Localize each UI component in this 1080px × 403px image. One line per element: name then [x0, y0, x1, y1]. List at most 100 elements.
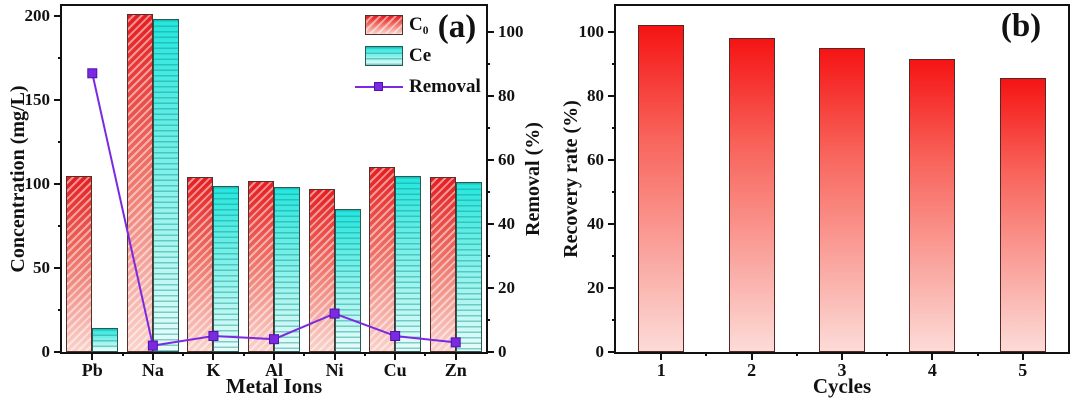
- panel-a-x-tick-label: K: [206, 360, 221, 380]
- panel-a-x-tick: [212, 352, 215, 360]
- bar-recovery-cycle-1: [638, 25, 685, 352]
- removal-line: [91, 73, 456, 347]
- panel-a-y-minor-tick: [58, 309, 62, 311]
- panel-a-y-tick: [54, 15, 62, 18]
- bar-ce-pb: [92, 328, 119, 352]
- panel-a-x-tick-label: Cu: [383, 360, 407, 380]
- bar-c0-cu: [369, 167, 396, 352]
- panel-a-x-tick: [151, 352, 154, 360]
- bar-c0-al: [248, 180, 274, 352]
- panel-b-y-minor-tick: [612, 190, 616, 193]
- panel-b-x-tick: [931, 352, 934, 360]
- panel-b-x-tick-label: 5: [1018, 360, 1028, 380]
- panel-a-y-tick-label: 100: [24, 174, 51, 194]
- removal-marker-na: [147, 340, 158, 351]
- panel-a-y-tick: [486, 94, 494, 97]
- removal-marker-cu: [390, 330, 401, 341]
- panel-a-y-tick-label: 0: [41, 342, 51, 361]
- panel-b-y-minor-tick: [612, 126, 616, 129]
- panel-a-y-tick-label: 200: [24, 6, 51, 26]
- panel-b-x-tick: [660, 352, 663, 360]
- removal-marker-ni: [329, 308, 340, 319]
- panel-b-x-tick-label: 3: [837, 360, 847, 380]
- panel-b-x-tick-label: 1: [656, 360, 666, 380]
- panel-a-x-minor-tick: [303, 352, 306, 356]
- panel-a-y-tick: [54, 267, 62, 270]
- panel-a-x-tick: [273, 352, 275, 360]
- panel-b-y-tick-label: 60: [587, 149, 604, 169]
- bar-recovery-cycle-4: [909, 58, 956, 352]
- panel-b-x-minor-tick: [795, 352, 798, 356]
- panel-b-y-tick-label: 80: [587, 85, 604, 105]
- bar-c0-na: [126, 14, 153, 352]
- panel-a-y-minor-tick: [58, 141, 62, 144]
- panel-a-y-tick: [486, 30, 494, 33]
- panel-a-x-tick-label: Na: [141, 360, 164, 380]
- panel-a-label: (a): [437, 9, 477, 45]
- panel-b-x-tick: [750, 352, 753, 360]
- panel-a-x-tick: [333, 352, 336, 360]
- panel-b-y-tick: [608, 351, 616, 353]
- legend-label-ce: Ce: [409, 45, 432, 66]
- panel-a-y-minor-tick: [486, 190, 490, 193]
- panel-a-x-tick: [454, 352, 457, 360]
- panel-b-y-tick-label: 40: [587, 213, 604, 233]
- removal-line-series: [87, 68, 461, 351]
- panel-a-y-tick: [486, 286, 494, 289]
- bar-ce-cu: [395, 175, 422, 352]
- panel-a-y-tick-label: 100: [498, 21, 524, 41]
- panel-b-y-tick: [608, 30, 616, 33]
- panel-a-y-tick: [486, 158, 494, 161]
- legend-removal-marker: [374, 82, 383, 91]
- panel-b-y-tick-label: 0: [595, 342, 605, 361]
- panel-b-y-tick: [608, 94, 616, 97]
- legend-label-removal: Removal: [409, 76, 481, 97]
- bar-ce-k: [213, 185, 240, 352]
- panel-a-x-tick-label: Al: [265, 360, 283, 380]
- bar-c0-ni: [308, 189, 335, 352]
- panel-a-y-tick-label: 150: [24, 90, 51, 110]
- panel-b-y-tick: [608, 286, 616, 289]
- bar-ce-al: [274, 187, 300, 352]
- panel-b-y-tick: [608, 222, 616, 225]
- panel-a-x-minor-tick: [424, 352, 427, 356]
- panel-b-y-axis-title: Recovery rate (%): [560, 100, 582, 258]
- panel-a-y-tick: [54, 99, 62, 102]
- panel-b-x-tick-label: 4: [927, 360, 937, 380]
- panel-b-x-minor-tick: [886, 352, 889, 356]
- bar-recovery-cycle-5: [999, 78, 1046, 352]
- panel-b-x-minor-tick: [976, 352, 979, 356]
- panel-b-x-tick-label: 2: [747, 360, 757, 380]
- panel-b-y-minor-tick: [612, 62, 616, 65]
- panel-a-x-tick: [394, 352, 397, 360]
- panel-a-x-tick-label: Pb: [81, 360, 103, 380]
- removal-marker-zn: [450, 337, 461, 348]
- bar-recovery-cycle-2: [728, 38, 775, 352]
- legend-label-c0: C₀: [409, 14, 429, 35]
- panel-a-y-tick: [54, 183, 62, 186]
- bar-c0-pb: [66, 175, 93, 352]
- bar-c0-zn: [429, 177, 456, 352]
- bar-ce-na: [152, 19, 179, 352]
- panel-a-y-minor-tick: [486, 62, 490, 65]
- panel-a-y-minor-tick: [486, 318, 490, 321]
- panel-a-x-minor-tick: [363, 352, 366, 356]
- panel-a-x-tick-label: Ni: [325, 360, 344, 380]
- bar-ce-ni: [334, 209, 361, 352]
- removal-marker-al: [269, 334, 279, 345]
- panel-a-y-tick-label: 80: [498, 85, 515, 105]
- panel-b-y-tick-label: 100: [578, 21, 605, 41]
- bar-ce-zn: [455, 182, 482, 352]
- removal-marker-pb: [87, 68, 98, 79]
- panel-b-y-minor-tick: [612, 318, 616, 321]
- panel-a-y-minor-tick: [58, 57, 62, 60]
- panel-b-x-tick: [1021, 352, 1024, 360]
- panel-a-x-tick-label: Zn: [444, 360, 467, 380]
- panel-a-y-minor-tick: [486, 126, 490, 129]
- panel-b-y-minor-tick: [612, 254, 616, 257]
- panel-b-y-tick: [608, 158, 616, 161]
- bar-recovery-cycle-3: [819, 47, 865, 352]
- panel-a-y-tick: [486, 351, 494, 353]
- panel-a-y-tick: [486, 222, 494, 225]
